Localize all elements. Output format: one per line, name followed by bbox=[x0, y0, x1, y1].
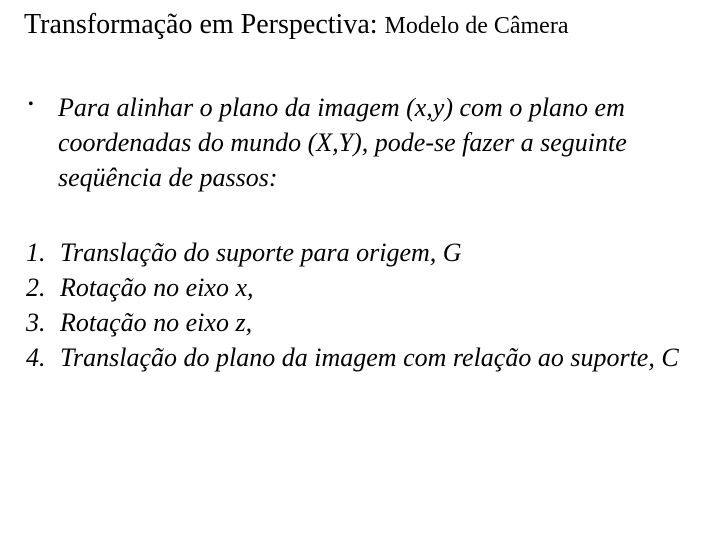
title-sub: Modelo de Câmera bbox=[385, 13, 569, 39]
intro-text: Para alinhar o plano da imagem (x,y) com… bbox=[52, 90, 696, 195]
list-item: Rotação no eixo x, bbox=[24, 270, 696, 305]
steps-list: Translação do suporte para origem, G Rot… bbox=[24, 235, 696, 375]
title-main: Transformação em Perspectiva: bbox=[24, 9, 378, 40]
list-item: Translação do plano da imagem com relaçã… bbox=[24, 340, 696, 375]
bullet-icon: • bbox=[28, 96, 34, 114]
intro-bullet: • Para alinhar o plano da imagem (x,y) c… bbox=[24, 90, 696, 195]
list-item: Rotação no eixo z, bbox=[24, 305, 696, 340]
list-item: Translação do suporte para origem, G bbox=[24, 235, 696, 270]
slide-title: Transformação em Perspectiva: Modelo de … bbox=[24, 8, 696, 42]
